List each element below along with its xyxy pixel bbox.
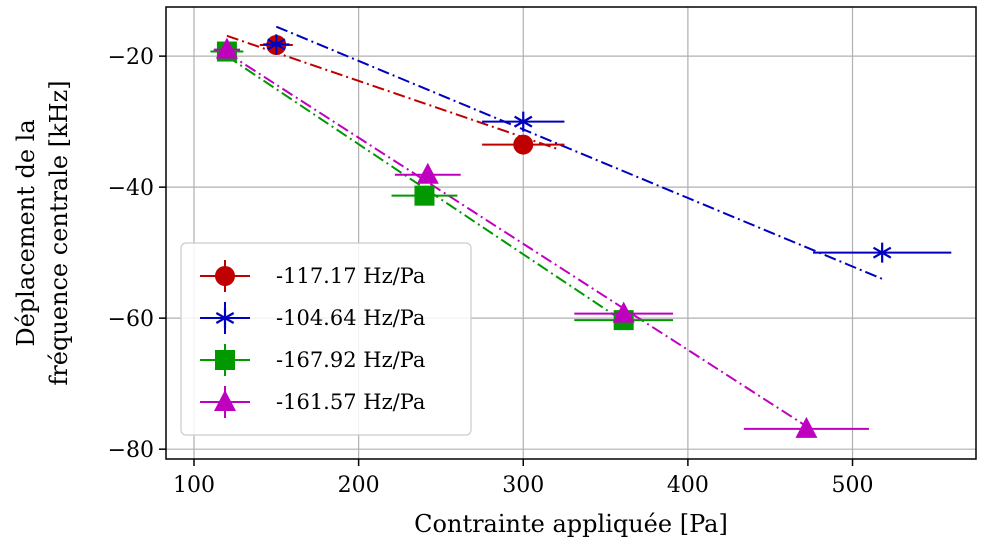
- fit-line: [226, 55, 625, 323]
- legend-box: [180, 242, 472, 436]
- y-tick-label: −80: [108, 438, 154, 463]
- x-tick-label: 300: [502, 473, 544, 498]
- marker-stroke: [514, 115, 533, 128]
- legend-label: -167.92 Hz/Pa: [276, 348, 425, 372]
- data-point: [612, 301, 635, 323]
- grid: [166, 7, 976, 459]
- legend-marker: [215, 266, 235, 286]
- marker-stroke: [872, 246, 892, 259]
- data-point: [514, 111, 533, 132]
- fit-line: [226, 52, 807, 428]
- y-axis-label-line1: Déplacement de la: [12, 119, 40, 346]
- y-tick-label: −20: [108, 45, 154, 70]
- legend-marker: [215, 308, 235, 328]
- legend-label: -117.17 Hz/Pa: [276, 264, 425, 288]
- y-tick-label: −40: [108, 176, 154, 201]
- legend-label: -161.57 Hz/Pa: [276, 390, 425, 414]
- data-point: [414, 185, 435, 206]
- x-tick-label: 400: [667, 473, 709, 498]
- data-point: [795, 416, 818, 438]
- y-tick-label: −60: [108, 307, 154, 332]
- plot-frame: [165, 6, 977, 460]
- legend-marker: [214, 390, 236, 411]
- marker-stroke: [267, 38, 286, 51]
- legend-label: -104.64 Hz/Pa: [276, 306, 425, 330]
- x-tick-label: 200: [338, 473, 380, 498]
- legend-marker: [215, 350, 235, 370]
- data-point: [267, 34, 286, 55]
- data-point: [513, 134, 534, 155]
- data-point: [215, 37, 238, 59]
- x-tick-label: 100: [173, 473, 215, 498]
- fit-lines: [226, 25, 883, 428]
- y-axis-label-line2: fréquence centrale [kHz]: [45, 80, 73, 385]
- fit-line: [226, 34, 557, 150]
- x-axis-label: Contrainte appliquée [Pa]: [414, 510, 728, 538]
- marker-stroke: [215, 312, 235, 324]
- data-point: [416, 162, 439, 184]
- axis-ticks: 100 200 300 400 500 −20 −40 −60 −80: [108, 45, 874, 498]
- fit-line: [275, 25, 883, 280]
- data-points: [210, 34, 952, 438]
- data-point: [872, 242, 892, 263]
- legend: -117.17 Hz/Pa -104.64 Hz/Pa -167.92 Hz/Pa -…: [180, 242, 472, 436]
- x-tick-label: 500: [832, 473, 874, 498]
